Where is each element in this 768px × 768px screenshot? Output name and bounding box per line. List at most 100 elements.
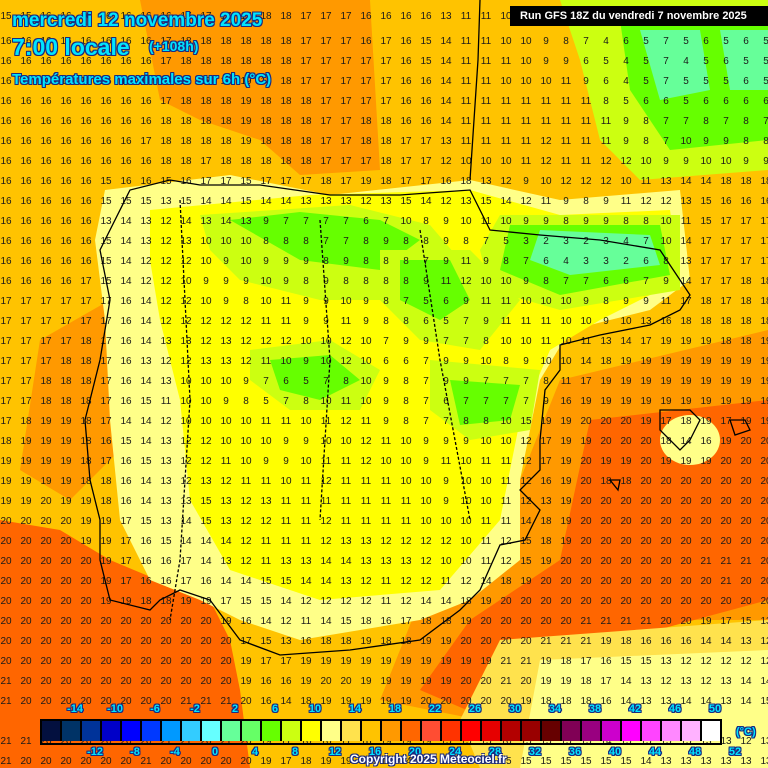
grid-value: 18 xyxy=(200,116,212,127)
grid-value: 17 xyxy=(0,396,12,407)
grid-value: 16 xyxy=(140,536,152,547)
grid-value: 16 xyxy=(20,96,32,107)
legend-label-top: -14 xyxy=(67,703,83,715)
legend-label-bottom: -8 xyxy=(130,746,140,758)
grid-value: 18 xyxy=(540,536,552,547)
grid-value: 8 xyxy=(263,236,269,247)
legend-swatch xyxy=(62,721,82,741)
grid-value: 16 xyxy=(260,676,272,687)
grid-value: 10 xyxy=(500,76,512,87)
grid-value: 12 xyxy=(540,156,552,167)
grid-value: 18 xyxy=(200,136,212,147)
grid-value: 10 xyxy=(660,236,672,247)
grid-value: 6 xyxy=(283,376,289,387)
grid-value: 12 xyxy=(340,356,352,367)
grid-value: 10 xyxy=(320,356,332,367)
grid-value: 6 xyxy=(723,96,729,107)
grid-value: 20 xyxy=(760,516,768,527)
grid-value: 20 xyxy=(20,756,32,767)
grid-value: 16 xyxy=(40,96,52,107)
grid-value: 15 xyxy=(460,736,472,747)
copyright: Copyright 2025 Meteociel.fr xyxy=(350,752,507,766)
legend-swatch xyxy=(522,721,542,741)
grid-value: 21 xyxy=(180,736,192,747)
grid-value: 18 xyxy=(680,316,692,327)
grid-value: 17 xyxy=(280,756,292,767)
grid-value: 9 xyxy=(383,416,389,427)
grid-value: 14 xyxy=(700,176,712,187)
grid-value: 21 xyxy=(20,736,32,747)
grid-value: 19 xyxy=(560,456,572,467)
legend-swatch xyxy=(702,721,720,741)
grid-value: 18 xyxy=(160,596,172,607)
grid-value: 12 xyxy=(180,256,192,267)
grid-value: 19 xyxy=(120,596,132,607)
grid-value: 9 xyxy=(563,196,569,207)
grid-value: 20 xyxy=(600,596,612,607)
grid-value: 19 xyxy=(360,676,372,687)
legend-swatch xyxy=(242,721,262,741)
grid-value: 16 xyxy=(740,196,752,207)
legend-swatch xyxy=(182,721,202,741)
grid-value: 12 xyxy=(520,456,532,467)
forecast-lead: (+108h) xyxy=(149,38,199,54)
grid-value: 17 xyxy=(100,396,112,407)
grid-value: 19 xyxy=(680,396,692,407)
grid-value: 4 xyxy=(603,36,609,47)
legend-swatch xyxy=(122,721,142,741)
grid-value: 13 xyxy=(660,176,672,187)
grid-value: 12 xyxy=(720,656,732,667)
grid-value: 19 xyxy=(700,396,712,407)
grid-value: 7 xyxy=(283,216,289,227)
grid-value: 20 xyxy=(60,636,72,647)
grid-value: 15 xyxy=(520,556,532,567)
grid-value: 7 xyxy=(343,216,349,227)
grid-value: 13 xyxy=(700,736,712,747)
grid-value: 21 xyxy=(500,676,512,687)
grid-value: 11 xyxy=(260,416,272,427)
grid-value: 10 xyxy=(500,436,512,447)
grid-value: 8 xyxy=(303,236,309,247)
grid-value: 7 xyxy=(263,376,269,387)
legend-swatch xyxy=(202,721,222,741)
grid-value: 21 xyxy=(580,616,592,627)
grid-value: 13 xyxy=(220,516,232,527)
grid-value: 12 xyxy=(220,316,232,327)
grid-value: 16 xyxy=(700,436,712,447)
grid-value: 11 xyxy=(520,136,532,147)
grid-value: 19 xyxy=(240,76,252,87)
grid-value: 10 xyxy=(200,376,212,387)
grid-value: 11 xyxy=(600,116,612,127)
grid-value: 12 xyxy=(280,616,292,627)
grid-value: 16 xyxy=(120,36,132,47)
grid-value: 8 xyxy=(563,216,569,227)
grid-value: 6 xyxy=(743,36,749,47)
grid-value: 20 xyxy=(680,476,692,487)
grid-value: 12 xyxy=(240,316,252,327)
grid-value: 10 xyxy=(420,516,432,527)
grid-value: 16 xyxy=(60,116,72,127)
grid-value: 3 xyxy=(603,256,609,267)
grid-value: 14 xyxy=(260,196,272,207)
grid-value: 17 xyxy=(400,156,412,167)
grid-value: 20 xyxy=(120,636,132,647)
grid-value: 17 xyxy=(100,336,112,347)
grid-value: 19 xyxy=(700,416,712,427)
grid-value: 8 xyxy=(383,256,389,267)
grid-value: 18 xyxy=(720,176,732,187)
grid-value: 20 xyxy=(0,556,12,567)
grid-value: 3 xyxy=(583,256,589,267)
grid-value: 20 xyxy=(600,536,612,547)
grid-value: 18 xyxy=(700,296,712,307)
grid-value: 14 xyxy=(280,596,292,607)
grid-value: 13 xyxy=(220,336,232,347)
grid-value: 17 xyxy=(360,156,372,167)
grid-value: 9 xyxy=(703,136,709,147)
grid-value: 13 xyxy=(300,556,312,567)
grid-value: 20 xyxy=(580,456,592,467)
grid-value: 15 xyxy=(100,196,112,207)
grid-value: 20 xyxy=(200,636,212,647)
grid-value: 18 xyxy=(740,316,752,327)
legend-label-bottom: 40 xyxy=(608,746,622,758)
grid-value: 9 xyxy=(523,276,529,287)
